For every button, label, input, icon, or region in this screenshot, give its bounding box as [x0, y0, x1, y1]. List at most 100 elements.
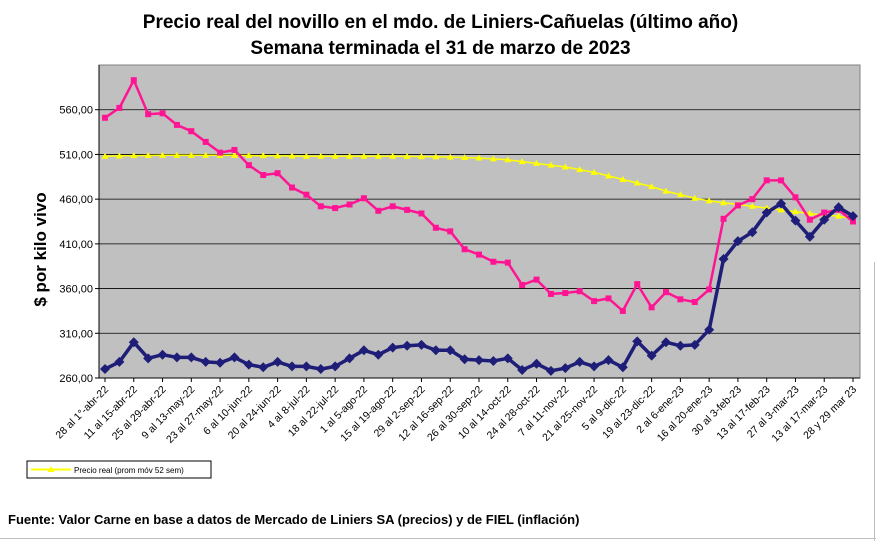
data-point — [504, 156, 512, 163]
data-point — [720, 199, 728, 206]
data-point — [159, 110, 166, 117]
data-point — [791, 208, 799, 215]
data-point — [591, 298, 598, 305]
chart-title: Precio real del novillo en el mdo. de Li… — [142, 12, 739, 33]
data-point — [619, 307, 626, 314]
data-point — [661, 337, 671, 348]
data-point — [416, 339, 427, 350]
data-point — [732, 236, 743, 247]
data-point — [315, 364, 326, 375]
data-point — [790, 215, 801, 226]
y-tick-label: 510,00 — [59, 149, 93, 161]
series-1 — [100, 198, 858, 376]
data-point — [705, 197, 713, 204]
data-point — [258, 362, 269, 373]
data-point — [617, 362, 628, 373]
data-point — [604, 172, 612, 179]
data-point — [792, 194, 799, 201]
data-point — [447, 228, 454, 235]
data-point — [173, 121, 180, 128]
data-point — [804, 231, 815, 242]
data-point — [475, 154, 483, 161]
data-point — [504, 259, 511, 266]
data-point — [215, 357, 226, 368]
data-point — [202, 138, 209, 145]
data-point — [461, 246, 468, 253]
legend-box — [26, 460, 212, 479]
data-point — [272, 356, 283, 367]
data-point — [833, 202, 844, 213]
data-point — [634, 281, 641, 288]
data-point — [691, 194, 699, 201]
data-point — [749, 196, 756, 203]
data-point — [474, 355, 484, 366]
data-point — [445, 345, 456, 356]
data-point — [806, 209, 814, 216]
data-point — [432, 153, 440, 160]
data-point — [603, 355, 614, 366]
legend: Precio real (prom móv 52 sem) — [26, 460, 212, 479]
data-point — [173, 151, 181, 158]
data-point — [188, 128, 195, 135]
data-point — [418, 210, 425, 217]
data-point — [274, 152, 282, 159]
data-point — [200, 356, 211, 367]
data-point — [143, 353, 154, 364]
source-note: Fuente: Valor Carne en base a datos de M… — [8, 512, 580, 527]
data-point — [547, 290, 554, 297]
data-point — [518, 158, 526, 165]
legend-swatch-marker — [47, 466, 55, 472]
data-point — [691, 298, 698, 305]
data-point — [346, 152, 354, 159]
data-point — [243, 359, 254, 370]
data-point — [403, 152, 411, 159]
data-point — [560, 363, 571, 374]
data-point — [217, 149, 224, 156]
data-point — [128, 337, 139, 348]
data-point — [430, 345, 441, 356]
data-point — [287, 361, 297, 372]
data-point — [648, 304, 655, 311]
data-point — [633, 179, 641, 186]
data-point — [229, 352, 240, 363]
data-point — [144, 152, 152, 159]
data-point — [778, 177, 785, 184]
data-point — [576, 288, 583, 295]
data-point — [332, 205, 339, 212]
data-point — [100, 364, 110, 375]
data-point — [330, 361, 341, 372]
data-point — [102, 114, 108, 121]
data-point — [489, 155, 497, 162]
data-point — [402, 340, 413, 351]
data-point — [517, 364, 528, 375]
data-point — [230, 151, 238, 158]
data-point — [720, 215, 727, 222]
data-point — [619, 175, 627, 182]
y-tick-label: 560,00 — [59, 105, 93, 117]
data-point — [605, 295, 612, 302]
data-point — [317, 203, 324, 210]
data-point — [850, 218, 856, 225]
data-point — [130, 152, 138, 159]
plot-area — [98, 64, 861, 379]
data-point — [373, 349, 384, 360]
data-point — [676, 191, 684, 198]
data-point — [662, 187, 670, 194]
data-point — [159, 151, 167, 158]
data-point — [115, 152, 123, 159]
data-point — [101, 152, 109, 159]
data-point — [689, 339, 700, 350]
data-point — [114, 356, 125, 367]
data-point — [432, 224, 439, 231]
data-point — [476, 251, 482, 258]
data-point — [706, 286, 713, 293]
frame-edge-bottom — [0, 538, 876, 539]
data-point — [245, 152, 253, 159]
data-point — [748, 202, 756, 209]
data-point — [734, 202, 741, 209]
data-point — [145, 111, 152, 118]
data-point — [547, 161, 555, 168]
data-point — [576, 166, 584, 173]
data-point — [648, 183, 656, 190]
data-point — [288, 152, 296, 159]
